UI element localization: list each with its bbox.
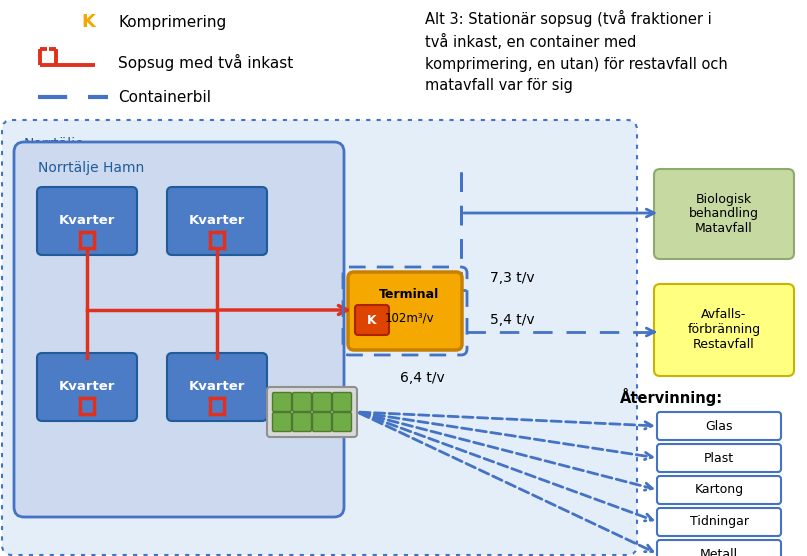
Text: Containerbil: Containerbil <box>118 90 211 105</box>
Text: Norrtälje Hamn: Norrtälje Hamn <box>38 161 144 175</box>
Text: Kvarter: Kvarter <box>189 215 245 227</box>
FancyBboxPatch shape <box>14 142 344 517</box>
Text: K: K <box>81 13 95 31</box>
Text: Plast: Plast <box>704 451 734 464</box>
FancyBboxPatch shape <box>292 393 312 411</box>
Text: Kvarter: Kvarter <box>59 380 115 394</box>
Text: Kvarter: Kvarter <box>59 215 115 227</box>
FancyBboxPatch shape <box>267 387 357 437</box>
Text: 102m³/v: 102m³/v <box>384 311 434 325</box>
Text: 6,4 t/v: 6,4 t/v <box>400 371 445 385</box>
FancyBboxPatch shape <box>657 540 781 556</box>
FancyBboxPatch shape <box>37 187 137 255</box>
Text: 5,4 t/v: 5,4 t/v <box>490 313 534 327</box>
Text: Terminal: Terminal <box>378 287 439 300</box>
FancyBboxPatch shape <box>292 413 312 431</box>
Text: Återvinning:: Återvinning: <box>620 388 723 406</box>
Text: Komprimering: Komprimering <box>118 14 226 29</box>
FancyBboxPatch shape <box>355 305 389 335</box>
Text: Kvarter: Kvarter <box>189 380 245 394</box>
FancyBboxPatch shape <box>37 353 137 421</box>
Text: Alt 3: Stationär sopsug (två fraktioner i
två inkast, en container med
komprimer: Alt 3: Stationär sopsug (två fraktioner … <box>425 10 728 93</box>
FancyBboxPatch shape <box>348 272 462 350</box>
FancyBboxPatch shape <box>332 393 352 411</box>
Text: Biologisk
behandling
Matavfall: Biologisk behandling Matavfall <box>689 192 759 236</box>
Text: Sopsug med två inkast: Sopsug med två inkast <box>118 53 293 71</box>
FancyBboxPatch shape <box>657 444 781 472</box>
FancyBboxPatch shape <box>273 413 291 431</box>
Text: K: K <box>367 314 377 326</box>
FancyBboxPatch shape <box>332 413 352 431</box>
FancyBboxPatch shape <box>657 476 781 504</box>
Text: Tidningar: Tidningar <box>689 515 749 529</box>
Text: 7,3 t/v: 7,3 t/v <box>490 271 534 285</box>
Text: Kartong: Kartong <box>695 484 743 497</box>
FancyBboxPatch shape <box>167 187 267 255</box>
FancyBboxPatch shape <box>312 393 332 411</box>
Text: Avfalls-
förbränning
Restavfall: Avfalls- förbränning Restavfall <box>688 309 760 351</box>
FancyBboxPatch shape <box>657 508 781 536</box>
FancyBboxPatch shape <box>167 353 267 421</box>
FancyBboxPatch shape <box>654 169 794 259</box>
FancyBboxPatch shape <box>312 413 332 431</box>
Text: Glas: Glas <box>705 419 733 433</box>
FancyBboxPatch shape <box>273 393 291 411</box>
Text: Metall: Metall <box>700 548 738 556</box>
FancyBboxPatch shape <box>2 120 637 555</box>
Text: Norrtälje: Norrtälje <box>24 137 85 151</box>
FancyBboxPatch shape <box>654 284 794 376</box>
FancyBboxPatch shape <box>657 412 781 440</box>
